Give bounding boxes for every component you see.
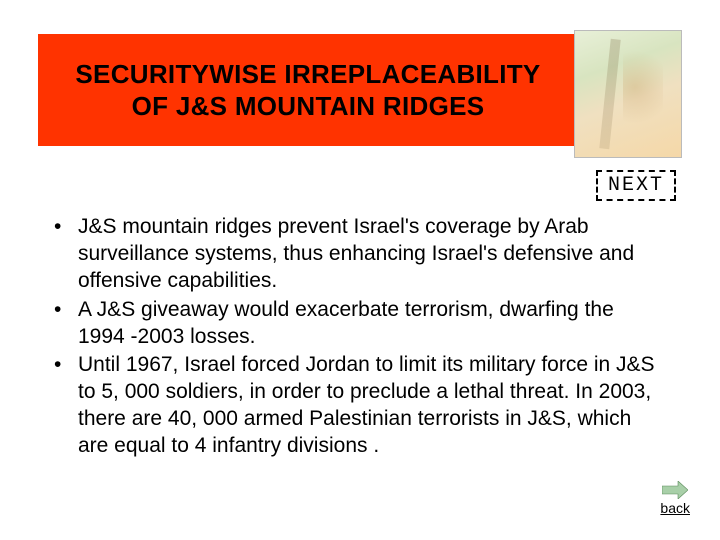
slide-title: SECURITYWISE IRREPLACEABILITY OF J&S MOU… (75, 58, 540, 123)
arrow-right-icon (662, 481, 688, 499)
title-line-2: OF J&S MOUNTAIN RIDGES (132, 91, 485, 121)
back-link[interactable]: back (660, 500, 690, 516)
content-area: J&S mountain ridges prevent Israel's cov… (48, 214, 660, 462)
title-line-1: SECURITYWISE IRREPLACEABILITY (75, 59, 540, 89)
header: SECURITYWISE IRREPLACEABILITY OF J&S MOU… (38, 34, 682, 146)
bullet-list: J&S mountain ridges prevent Israel's cov… (48, 214, 660, 460)
back-nav[interactable]: back (660, 481, 690, 518)
list-item: Until 1967, Israel forced Jordan to limi… (48, 352, 660, 460)
title-box: SECURITYWISE IRREPLACEABILITY OF J&S MOU… (38, 34, 578, 146)
list-item: A J&S giveaway would exacerbate terroris… (48, 297, 660, 351)
list-item: J&S mountain ridges prevent Israel's cov… (48, 214, 660, 295)
map-thumbnail (574, 30, 682, 158)
next-button[interactable]: NEXT (596, 170, 676, 201)
